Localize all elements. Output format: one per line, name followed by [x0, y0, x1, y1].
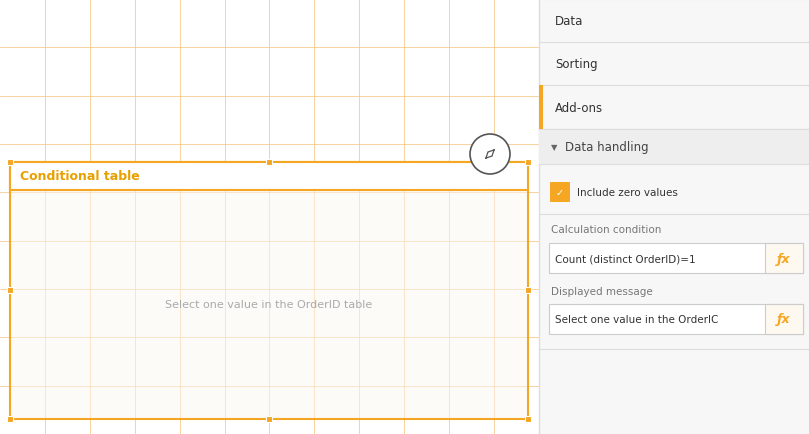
FancyBboxPatch shape [525, 416, 531, 422]
FancyBboxPatch shape [525, 287, 531, 293]
Text: Calculation condition: Calculation condition [551, 224, 662, 234]
FancyBboxPatch shape [7, 416, 13, 422]
Text: Sorting: Sorting [555, 58, 598, 71]
FancyBboxPatch shape [550, 183, 570, 203]
FancyBboxPatch shape [539, 0, 809, 434]
Text: Data: Data [555, 15, 583, 28]
FancyBboxPatch shape [549, 304, 803, 334]
Text: ƒx: ƒx [777, 252, 791, 265]
Text: Select one value in the OrderIC: Select one value in the OrderIC [555, 314, 718, 324]
FancyBboxPatch shape [765, 304, 803, 334]
FancyBboxPatch shape [7, 287, 13, 293]
Text: ƒx: ƒx [777, 313, 791, 326]
Text: Count (distinct OrderID)=1: Count (distinct OrderID)=1 [555, 253, 696, 263]
Text: Data handling: Data handling [565, 141, 649, 154]
Text: Displayed message: Displayed message [551, 286, 653, 296]
FancyBboxPatch shape [765, 243, 803, 273]
Text: Include zero values: Include zero values [577, 187, 678, 197]
FancyBboxPatch shape [266, 160, 272, 166]
Text: Add-ons: Add-ons [555, 101, 604, 114]
FancyBboxPatch shape [10, 163, 528, 419]
FancyBboxPatch shape [525, 160, 531, 166]
FancyBboxPatch shape [539, 86, 543, 130]
FancyBboxPatch shape [549, 243, 803, 273]
Text: ✓: ✓ [556, 187, 564, 197]
Text: ▼: ▼ [551, 143, 557, 151]
FancyBboxPatch shape [539, 130, 809, 164]
FancyBboxPatch shape [266, 416, 272, 422]
FancyBboxPatch shape [7, 160, 13, 166]
FancyBboxPatch shape [10, 163, 528, 191]
Circle shape [470, 135, 510, 174]
Text: Select one value in the OrderID table: Select one value in the OrderID table [165, 300, 373, 310]
Text: Conditional table: Conditional table [20, 170, 140, 183]
